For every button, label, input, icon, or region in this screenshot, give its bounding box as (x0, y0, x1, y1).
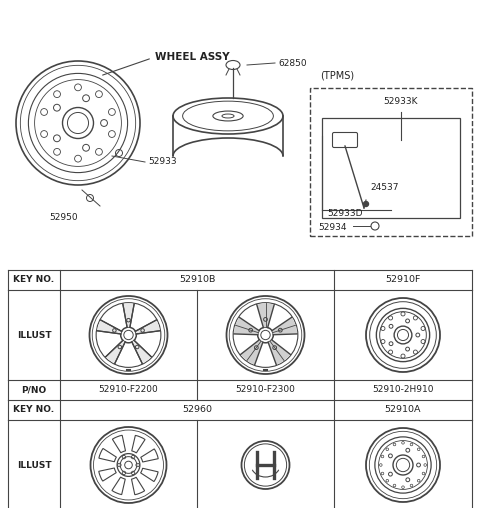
Wedge shape (257, 303, 274, 328)
Text: P/NO: P/NO (22, 386, 47, 395)
Text: 24537: 24537 (370, 183, 398, 193)
Text: 52910-F2300: 52910-F2300 (236, 386, 295, 395)
Text: 52910B: 52910B (179, 275, 215, 284)
Text: 52910-2H910: 52910-2H910 (372, 386, 434, 395)
Wedge shape (234, 318, 259, 335)
Wedge shape (132, 340, 151, 363)
Text: KEY NO.: KEY NO. (13, 275, 55, 284)
Wedge shape (268, 340, 290, 365)
Circle shape (363, 202, 369, 206)
Bar (310, 88, 472, 236)
Text: 52933K: 52933K (384, 98, 418, 107)
Wedge shape (272, 318, 297, 335)
Wedge shape (106, 340, 125, 363)
Wedge shape (97, 320, 121, 334)
Text: ILLUST: ILLUST (17, 331, 51, 339)
Text: 62850: 62850 (278, 58, 307, 68)
Text: 52960: 52960 (182, 405, 212, 415)
Text: 52933: 52933 (148, 157, 177, 167)
Text: KEY NO.: KEY NO. (13, 405, 55, 415)
Text: 52910-F2200: 52910-F2200 (98, 386, 158, 395)
Wedge shape (135, 320, 160, 334)
Text: 52934: 52934 (318, 224, 347, 233)
Text: WHEEL ASSY: WHEEL ASSY (155, 52, 229, 62)
Text: 52933D: 52933D (327, 208, 362, 217)
Bar (322, 118, 460, 218)
Text: 52910F: 52910F (385, 275, 420, 284)
Wedge shape (123, 303, 134, 327)
Text: 52910A: 52910A (385, 405, 421, 415)
Text: (TPMS): (TPMS) (320, 71, 354, 81)
Text: 52950: 52950 (50, 212, 78, 221)
Text: ILLUST: ILLUST (17, 460, 51, 469)
Wedge shape (240, 340, 263, 365)
